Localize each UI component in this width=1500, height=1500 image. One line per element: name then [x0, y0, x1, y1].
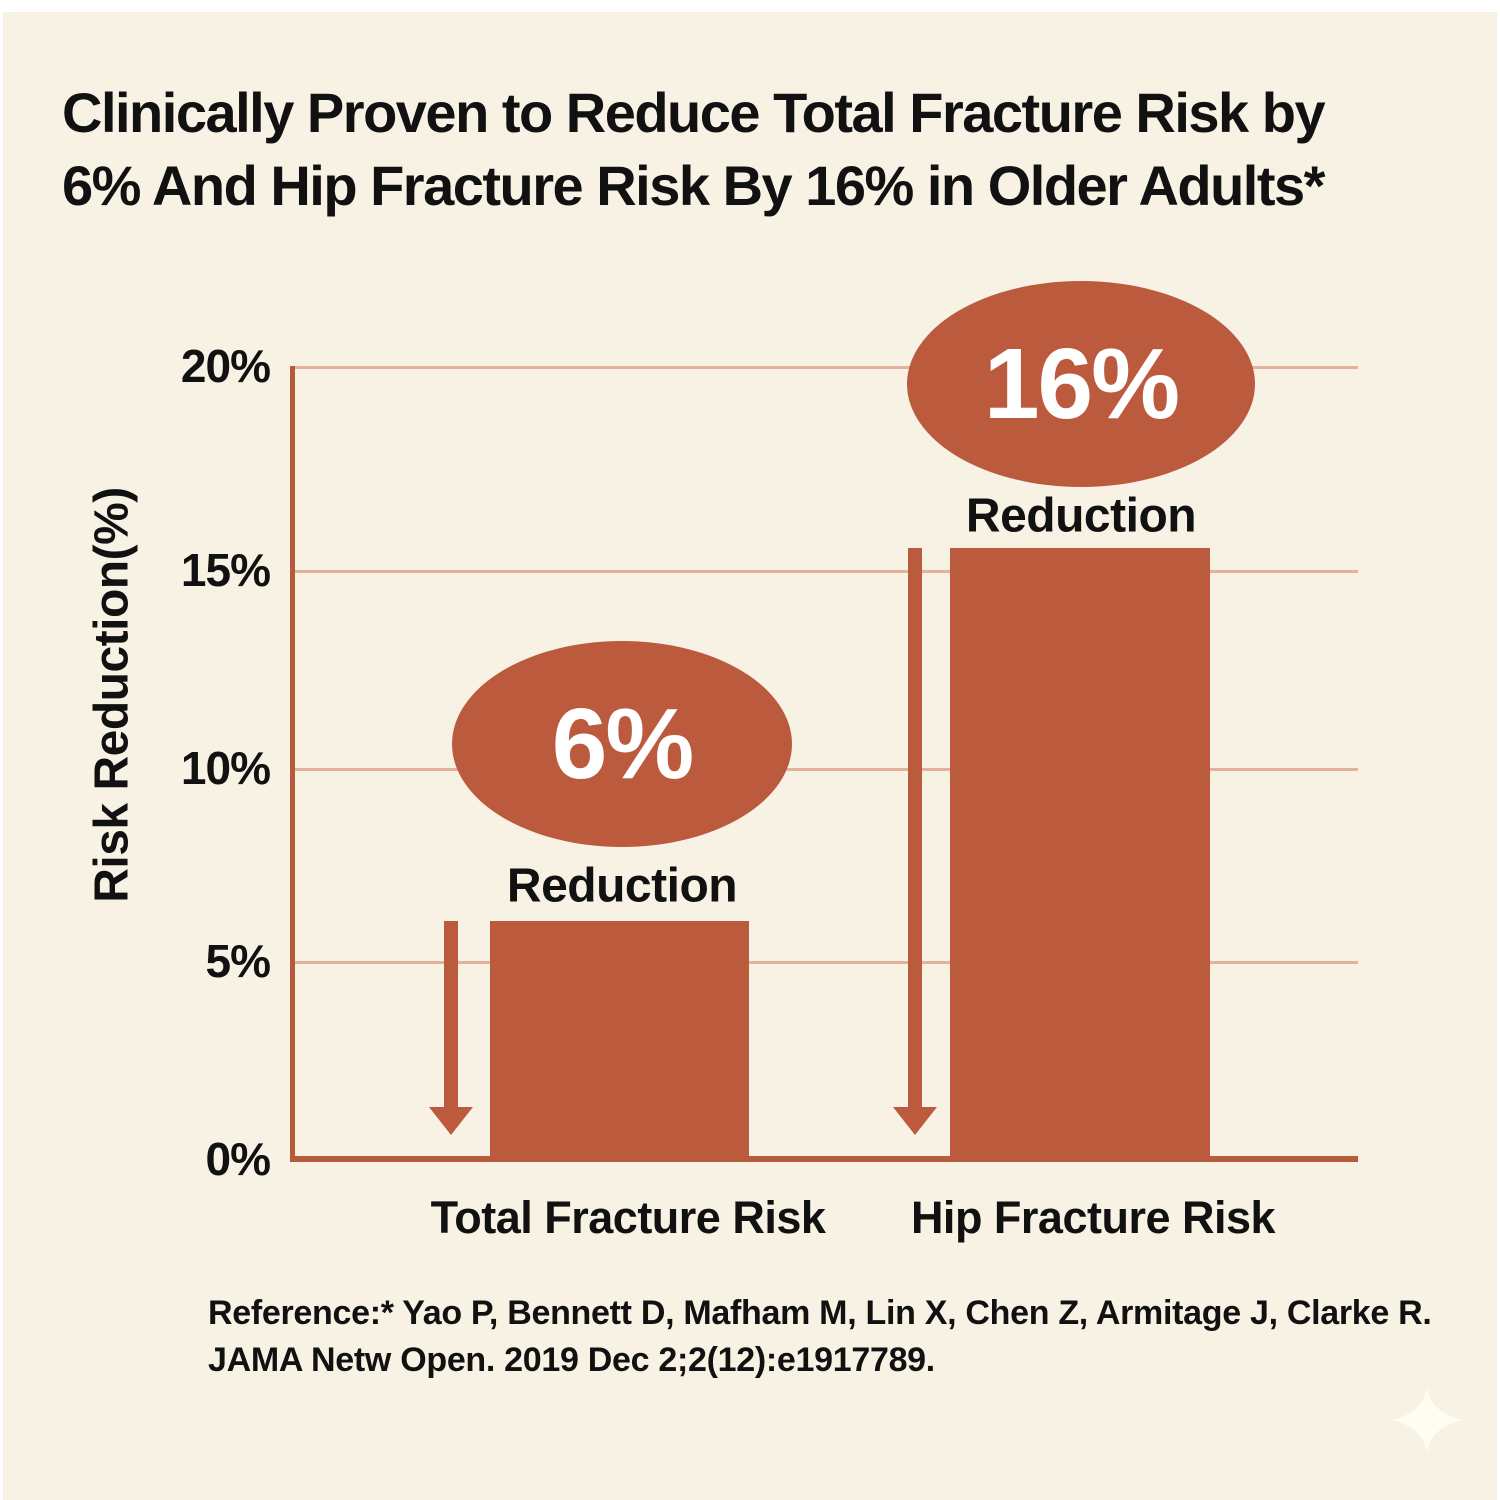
infographic-canvas: Clinically Proven to Reduce Total Fractu… [3, 12, 1497, 1500]
gridline-20pct [290, 366, 1358, 369]
x-axis-line [290, 1156, 1358, 1162]
x-category-label-total-fracture: Total Fracture Risk [430, 1192, 826, 1243]
sparkle-icon [1391, 1388, 1463, 1452]
y-tick-label: 5% [205, 935, 271, 987]
reference-line-2: JAMA Netw Open. 2019 Dec 2;2(12):e191778… [208, 1341, 935, 1379]
y-axis-line [290, 366, 295, 1162]
reduction-badge-hip: 16% [907, 281, 1255, 487]
badge-caption: Reduction [506, 859, 738, 913]
arrow-shaft [908, 548, 922, 1109]
badge-value: 6% [551, 687, 695, 800]
reference-line-1: Reference:* Yao P, Bennett D, Mafham M, … [208, 1294, 1432, 1332]
page-title: Clinically Proven to Reduce Total Fractu… [62, 76, 1462, 222]
bar-total-fracture-risk [490, 921, 749, 1159]
down-arrow-icon [893, 548, 937, 1135]
gridline-10pct [290, 768, 1358, 771]
y-tick-label: 0% [205, 1133, 271, 1185]
reference-citation: Reference:* Yao P, Bennett D, Mafham M, … [208, 1290, 1468, 1384]
bar-chart-plot-area: 20% 15% 10% 5% 0% 6% 16% Reduction Reduc… [181, 281, 1358, 1185]
y-tick-label: 20% [180, 340, 271, 392]
arrow-head [893, 1107, 937, 1135]
title-line-1: Clinically Proven to Reduce Total Fractu… [62, 81, 1326, 144]
title-line-2: 6% And Hip Fracture Risk By 16% in Older… [62, 154, 1325, 217]
gridline-5pct [290, 961, 1358, 964]
gridline-15pct [290, 570, 1358, 573]
badge-caption: Reduction [965, 489, 1197, 543]
y-tick-label: 15% [180, 544, 271, 596]
down-arrow-icon [429, 921, 473, 1135]
bar-hip-fracture-risk [950, 548, 1210, 1159]
reduction-badge-total: 6% [452, 641, 792, 847]
x-category-label-hip-fracture: Hip Fracture Risk [910, 1192, 1276, 1243]
y-tick-label: 10% [180, 742, 271, 794]
arrow-head [429, 1107, 473, 1135]
badge-value: 16% [983, 327, 1180, 440]
arrow-shaft [444, 921, 458, 1109]
